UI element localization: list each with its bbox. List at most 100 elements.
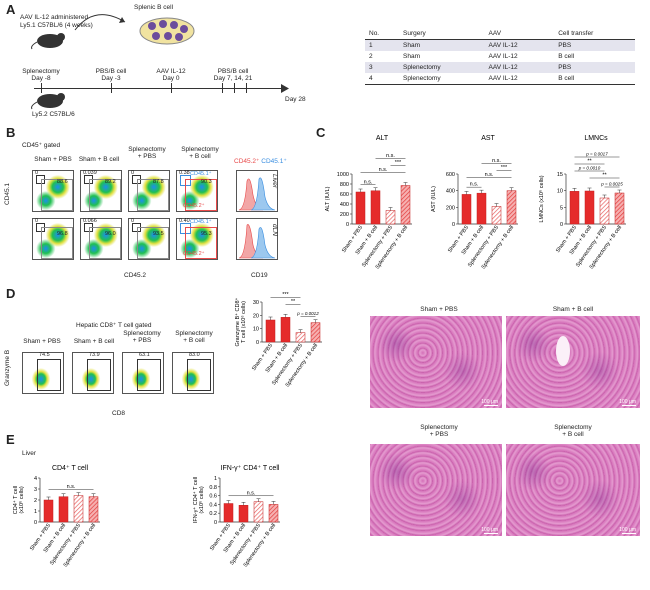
table-header: Cell transfer <box>558 30 594 37</box>
chart-title: IFN-γ⁺ CD4⁺ T cell <box>221 465 280 472</box>
sig-label: n.s. <box>492 158 501 164</box>
flow-plot: 0.38 90.3 CD45.1⁺ CD45.2⁺ <box>176 170 218 212</box>
y-tick-label: 0 <box>452 222 455 228</box>
bar <box>599 197 610 225</box>
panel-label-b: B <box>6 125 16 140</box>
table-header: AAV <box>488 30 502 37</box>
flow-group-label: Splenectomy + B cell <box>181 146 219 161</box>
bar <box>370 190 381 225</box>
bar <box>400 185 411 225</box>
panel-label-c: C <box>316 125 326 140</box>
table-header: No. <box>369 30 380 37</box>
mouse-icon <box>31 33 65 50</box>
table-row: 1 Sham AAV IL-12 PBS <box>365 39 635 51</box>
flow-xlabel: CD45.2 <box>124 272 147 279</box>
bar <box>253 501 264 523</box>
bar <box>265 319 276 343</box>
chart-title: ALT <box>376 135 389 142</box>
y-tick-label: 200 <box>446 205 455 211</box>
histology-label: Sham + B cell <box>552 306 594 313</box>
flow-plot: 0.066 96.0 <box>80 218 122 260</box>
histology-label: Splenectomy + PBS <box>420 424 458 439</box>
y-axis-label: T cell (x10⁶ cells) <box>240 301 247 343</box>
sig-label: ** <box>291 299 296 305</box>
histology-image: 100 μm <box>506 444 640 536</box>
flow-plot: 0 88.6 <box>32 170 74 212</box>
y-tick-label: 200 <box>340 212 349 218</box>
transfer-arrow-icon <box>74 14 126 31</box>
y-tick-label: 800 <box>340 182 349 188</box>
sig-label: *** <box>282 292 289 298</box>
y-tick-label: 10 <box>557 189 563 195</box>
y-tick-label: 10 <box>253 327 259 333</box>
y-tick-label: 600 <box>446 172 455 178</box>
sig-label: ** <box>587 159 592 165</box>
y-tick-label: 30 <box>253 300 259 306</box>
timeline-event: AAV IL-12 Day 0 <box>156 68 186 83</box>
bar <box>461 194 472 225</box>
y-tick-label: 0 <box>34 520 37 526</box>
y-tick-label: 3 <box>34 487 37 493</box>
bar <box>43 499 54 523</box>
timeline-end: Day 28 <box>285 96 306 103</box>
tissue-label: Liver <box>271 174 278 189</box>
flow-plot: 0 93.5 <box>128 218 170 260</box>
histology-label: Splenectomy + B cell <box>554 424 592 439</box>
recipient-label: Ly5.2 C57BL/6 <box>32 111 75 118</box>
sig-label: p = 0.0017 <box>585 152 608 157</box>
sig-label: n.s. <box>470 182 479 188</box>
y-tick-label: 1000 <box>337 172 349 178</box>
y-tick-label: 600 <box>340 192 349 198</box>
panel-label-e: E <box>6 432 15 447</box>
bar <box>88 496 99 523</box>
flow-plot: 0.40 95.3 CD45.1⁺ CD45.2⁺ <box>176 218 218 260</box>
chart-title: AST <box>481 135 495 142</box>
bar <box>58 496 69 523</box>
panel-label-d: D <box>6 286 16 301</box>
sig-label: n.s. <box>364 179 373 185</box>
flow-plot: 0.039 89.2 <box>80 170 122 212</box>
flow-plot: 63.1 <box>122 352 164 394</box>
y-axis-label: CD4⁺ T cell <box>12 486 19 514</box>
y-axis-label: LMNCs (x10⁶ cells) <box>538 175 545 222</box>
tissue-label: dLN <box>271 224 278 236</box>
bar <box>355 191 366 225</box>
chart-ifng: IFN-γ⁺ CD4⁺ T cell 0 0.2 0.4 0.6 0.8 1 IFN-γ⁺ C… <box>192 465 280 568</box>
flow-group-label: Sham + B cell <box>73 338 115 345</box>
flow-group-label: Sham + B cell <box>78 156 120 163</box>
flow-group-label: Sham + PBS <box>23 338 61 345</box>
y-tick-label: 0.2 <box>209 511 217 517</box>
flow-group-label: Splenectomy + PBS <box>123 330 161 345</box>
bar <box>385 210 396 225</box>
y-tick-label: 1 <box>34 509 37 515</box>
bar <box>238 505 249 523</box>
panel-e-tissue: Liver <box>22 450 37 457</box>
chart-granzyme: 0 10 20 30 Granzyme B⁺ CD8⁺ T cell (x10⁶ cell… <box>234 292 322 388</box>
flow-d-title: Hepatic CD8⁺ T cell gated <box>76 322 152 329</box>
group-table: No. Surgery AAV Cell transfer 1 Sham AAV I… <box>365 28 635 85</box>
sig-label: *** <box>501 165 508 171</box>
table-header: Surgery <box>403 30 426 37</box>
sig-label: n.s. <box>379 167 388 173</box>
y-tick-label: 0.4 <box>209 502 217 508</box>
bar <box>584 190 595 225</box>
y-axis-label: IFN-γ⁺ CD4⁺ T cell <box>192 477 199 523</box>
bar <box>506 190 517 225</box>
y-axis-label: (x10⁶ cells) <box>198 486 205 513</box>
flow-group-label: Sham + PBS <box>34 156 72 163</box>
gating-label: CD45⁺ gated <box>22 142 61 149</box>
bar <box>491 206 502 225</box>
sig-label: p = 0.0012 <box>296 311 319 316</box>
bar <box>280 317 291 343</box>
y-axis-label: (x10⁶ cells) <box>18 486 25 513</box>
histology-label: Sham + PBS <box>420 306 458 313</box>
table-row: 3 Splenectomy AAV IL-12 PBS <box>365 62 635 73</box>
timeline-axis <box>34 88 282 89</box>
bar <box>569 191 580 225</box>
sig-label: n.s. <box>247 490 256 496</box>
hist-legend: CD45.2⁺ CD45.1⁺ <box>234 158 287 165</box>
sig-label: n.s. <box>485 172 494 178</box>
